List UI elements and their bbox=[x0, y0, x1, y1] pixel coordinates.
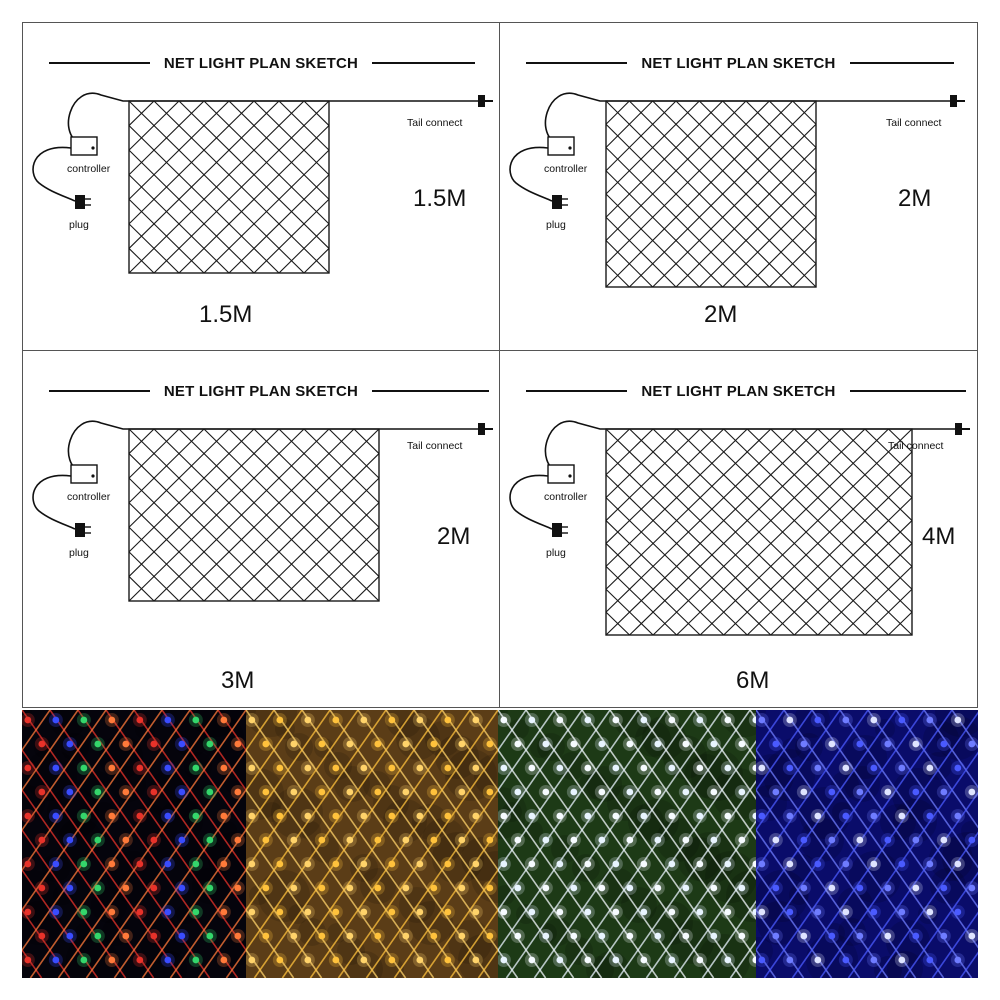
sketch-panel-1-5x1-5: NET LIGHT PLAN SKETCH Tail connect contr… bbox=[22, 22, 500, 351]
tail-connect-label: Tail connect bbox=[886, 117, 942, 129]
height-dimension: 2M bbox=[898, 185, 932, 212]
plug-label: plug bbox=[546, 219, 566, 231]
sketch-panel-2x2: NET LIGHT PLAN SKETCH Tail connect contr… bbox=[499, 22, 978, 351]
plug-label: plug bbox=[69, 547, 89, 559]
controller-label: controller bbox=[544, 163, 588, 175]
net-mesh bbox=[605, 428, 913, 636]
sketch-title: NET LIGHT PLAN SKETCH bbox=[23, 383, 499, 400]
sketch-title: NET LIGHT PLAN SKETCH bbox=[500, 55, 977, 72]
plug-label: plug bbox=[546, 547, 566, 559]
plug-label: plug bbox=[69, 219, 89, 231]
warm-white-net-photo bbox=[246, 710, 498, 978]
cool-white-net-photo bbox=[498, 710, 756, 978]
sketch-drawing bbox=[32, 62, 493, 274]
controller-label: controller bbox=[67, 163, 111, 175]
sketch-panel-6x4: NET LIGHT PLAN SKETCH Tail connect contr… bbox=[499, 350, 978, 708]
net-mesh bbox=[605, 100, 817, 288]
width-dimension: 1.5M bbox=[199, 301, 253, 328]
tail-connect-label: Tail connect bbox=[888, 440, 944, 452]
sketch-title: NET LIGHT PLAN SKETCH bbox=[500, 383, 977, 400]
multicolor-net-photo bbox=[22, 710, 246, 978]
width-dimension: 2M bbox=[704, 301, 738, 328]
height-dimension: 2M bbox=[437, 523, 471, 550]
sketch-title: NET LIGHT PLAN SKETCH bbox=[23, 55, 499, 72]
height-dimension: 4M bbox=[922, 523, 956, 550]
tail-connect-label: Tail connect bbox=[407, 440, 463, 452]
sketch-drawing bbox=[509, 390, 970, 636]
blue-net-photo bbox=[756, 710, 978, 978]
width-dimension: 6M bbox=[736, 667, 770, 694]
net-mesh bbox=[128, 100, 330, 274]
net-mesh bbox=[128, 428, 380, 602]
sketch-drawing bbox=[509, 62, 965, 288]
tail-connect-label: Tail connect bbox=[407, 117, 463, 129]
controller-label: controller bbox=[67, 491, 111, 503]
controller-label: controller bbox=[544, 491, 588, 503]
width-dimension: 3M bbox=[221, 667, 255, 694]
sketch-panel-3x2: NET LIGHT PLAN SKETCH Tail connect contr… bbox=[22, 350, 500, 708]
height-dimension: 1.5M bbox=[413, 185, 467, 212]
sketch-drawing bbox=[32, 390, 493, 602]
